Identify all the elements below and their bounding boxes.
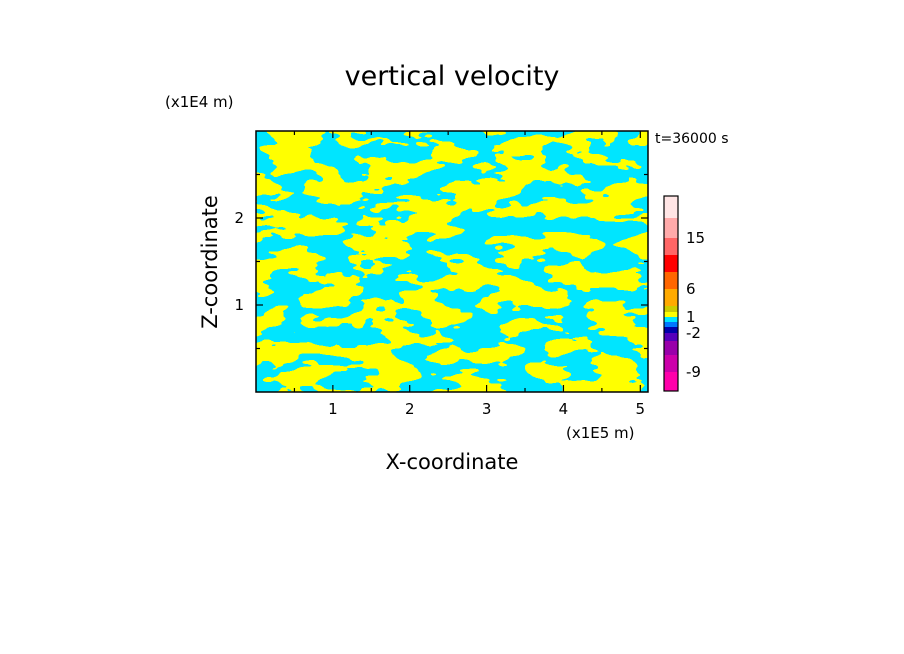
chart-title: vertical velocity bbox=[345, 61, 560, 92]
x-unit-label: (x1E5 m) bbox=[566, 424, 635, 442]
y-unit-label: (x1E4 m) bbox=[165, 93, 234, 111]
plot-area: 1 2 3 4 5 1 2 bbox=[234, 130, 649, 418]
y-axis-label: Z-coordinate bbox=[198, 195, 222, 329]
field-positive-region bbox=[256, 131, 648, 392]
colorbar-segment bbox=[664, 317, 678, 322]
x-tick-label: 1 bbox=[328, 400, 338, 418]
colorbar-segment bbox=[664, 306, 678, 312]
colorbar-segment bbox=[664, 272, 678, 289]
x-tick-label: 3 bbox=[482, 400, 492, 418]
colorbar-segment bbox=[664, 372, 678, 391]
colorbar-segment bbox=[664, 312, 678, 317]
colorbar-segment bbox=[664, 322, 678, 327]
x-tick-label: 4 bbox=[559, 400, 569, 418]
time-label: t=36000 s bbox=[655, 131, 729, 147]
colorbar-segment bbox=[664, 218, 678, 238]
x-tick-label: 5 bbox=[636, 400, 646, 418]
colorbar-label: -9 bbox=[686, 363, 701, 381]
colorbar: 15 6 1-2 -9 bbox=[663, 195, 705, 392]
colorbar-label: -2 bbox=[686, 324, 701, 342]
colorbar-segment bbox=[664, 355, 678, 372]
colorbar-segment bbox=[664, 238, 678, 255]
x-axis-label: X-coordinate bbox=[386, 450, 519, 474]
colorbar-segment bbox=[664, 327, 678, 333]
colorbar-segment bbox=[664, 196, 678, 218]
colorbar-label: 15 bbox=[686, 229, 705, 247]
colorbar-segment bbox=[664, 255, 678, 272]
colorbar-label: 6 bbox=[686, 280, 696, 298]
x-tick-label: 2 bbox=[405, 400, 415, 418]
axis-ticks: 1 2 3 4 5 1 2 bbox=[234, 131, 648, 418]
colorbar-segment bbox=[664, 333, 678, 341]
colorbar-segment bbox=[664, 289, 678, 306]
y-tick-label: 2 bbox=[234, 209, 244, 227]
colorbar-label: 1 bbox=[686, 308, 696, 326]
y-tick-label: 1 bbox=[234, 296, 244, 314]
colorbar-segment bbox=[664, 341, 678, 355]
colorbar-frame bbox=[663, 195, 679, 392]
